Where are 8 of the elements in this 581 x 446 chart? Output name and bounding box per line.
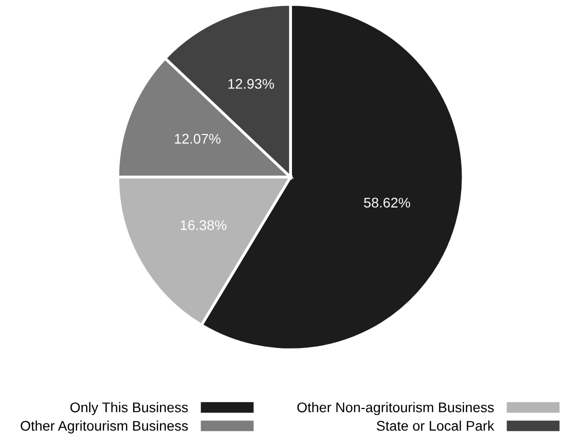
legend-label: State or Local Park xyxy=(376,420,494,431)
data-label: 12.07% xyxy=(174,134,220,144)
legend-label: Other Agritourism Business xyxy=(20,420,188,434)
legend-label: Other Non-agritourism Business xyxy=(297,402,494,416)
data-label: 58.62% xyxy=(364,198,410,208)
legend-label: Only This Business xyxy=(70,402,188,416)
data-label: 16.38% xyxy=(180,220,226,230)
data-label: 12.93% xyxy=(228,78,274,89)
